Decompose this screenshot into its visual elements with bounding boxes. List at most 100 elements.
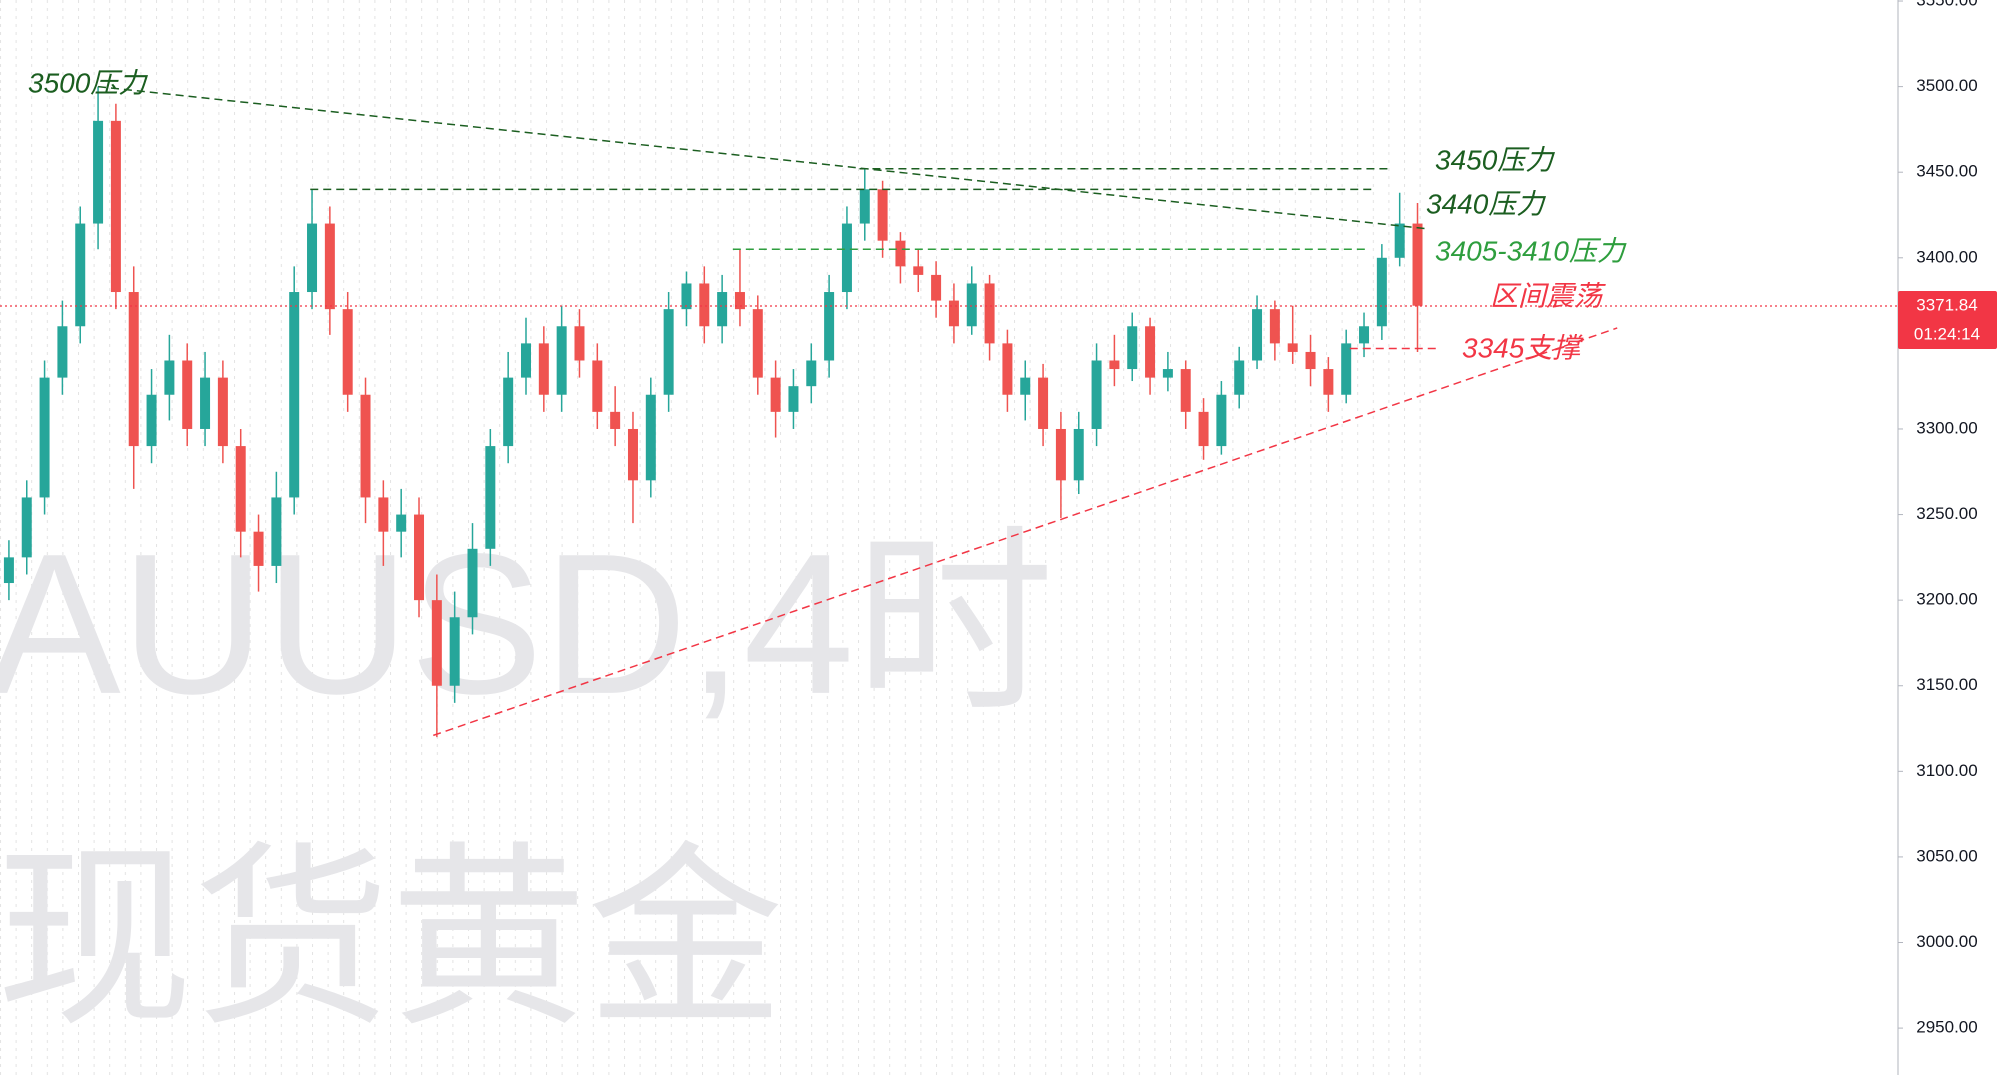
candle-body [21, 497, 32, 558]
candle-body [1198, 411, 1209, 447]
candle-body [1216, 394, 1227, 447]
candle-body [200, 377, 211, 429]
candle-body [1109, 360, 1120, 370]
y-tick-label: 3450.00 [1916, 162, 1977, 181]
candle-body [307, 223, 318, 293]
candle-body [1376, 257, 1387, 327]
candle-body [110, 120, 121, 293]
candle-body [324, 223, 335, 310]
candle-body [734, 292, 745, 310]
y-tick-label: 3000.00 [1916, 932, 1977, 951]
candle-body [1234, 360, 1245, 395]
candle-body [592, 360, 603, 412]
countdown-label: 01:24:14 [1914, 324, 1980, 343]
candle-body [841, 223, 852, 293]
candle-body [556, 326, 567, 395]
candle-body [289, 292, 300, 498]
candle-body [877, 189, 888, 241]
y-tick-label: 2950.00 [1916, 1018, 1977, 1037]
candle-body [271, 497, 282, 566]
candle-body [1145, 326, 1156, 378]
axis-background [1898, 0, 1997, 1075]
watermark-name: 现货黄金 [0, 829, 784, 1049]
annotation-label: 3450压力 [1435, 144, 1555, 175]
candle-body [1269, 309, 1280, 344]
y-tick-label: 3400.00 [1916, 247, 1977, 266]
candle-body [253, 531, 264, 566]
candle-body [342, 309, 353, 395]
candle-body [1020, 377, 1031, 395]
candle-body [378, 497, 389, 532]
candle-body [414, 514, 425, 601]
y-tick-label: 3300.00 [1916, 418, 1977, 437]
candle-body [1127, 326, 1138, 370]
candle-body [663, 309, 674, 395]
candle-body [1162, 369, 1173, 378]
candle-body [1412, 223, 1423, 306]
y-tick-label: 3500.00 [1916, 76, 1977, 95]
price-label: 3371.84 [1916, 295, 1977, 314]
candle-body [681, 283, 692, 310]
watermark-symbol: XAUUSD,4时 [0, 513, 1054, 736]
candle-body [520, 343, 531, 378]
y-tick-label: 3150.00 [1916, 675, 1977, 694]
y-tick-label: 3250.00 [1916, 504, 1977, 523]
candle-body [984, 283, 995, 344]
candle-body [895, 240, 906, 267]
y-tick-label: 3550.00 [1916, 0, 1977, 10]
candle-body [1091, 360, 1102, 429]
candle-body [503, 377, 514, 447]
candle-body [57, 326, 68, 378]
y-tick-label: 3200.00 [1916, 590, 1977, 609]
candle-body [164, 360, 175, 395]
candle-body [1073, 428, 1084, 481]
candle-body [235, 446, 246, 532]
candle-body [1341, 343, 1352, 395]
candle-body [75, 223, 86, 327]
candle-body [931, 274, 942, 301]
candle-body [1323, 369, 1334, 395]
annotation-label: 3345支撑 [1462, 332, 1584, 363]
candle-body [948, 300, 959, 327]
annotation-label: 3500压力 [28, 67, 148, 98]
candle-body [93, 120, 104, 224]
candle-body [360, 394, 371, 498]
candle-body [146, 394, 157, 447]
y-tick-label: 3050.00 [1916, 846, 1977, 865]
candle-body [699, 283, 710, 327]
annotation-label: 3440压力 [1426, 188, 1546, 219]
candle-body [824, 292, 835, 361]
candle-body [3, 557, 14, 584]
candle-body [449, 617, 460, 686]
candle-body [431, 600, 442, 686]
candle-body [1002, 343, 1013, 395]
candle-body [913, 266, 924, 275]
annotation-label: 3405-3410压力 [1435, 235, 1627, 266]
candle-body [770, 377, 781, 412]
candle-body [1055, 428, 1066, 481]
vertical-grid [0, 0, 1428, 1075]
candle-body [39, 377, 50, 498]
trend-line [433, 327, 1618, 737]
candle-body [859, 189, 870, 224]
price-axis: 2950.00 3000.00 3050.00 3100.00 3150.00 3200.… [1897, 0, 1997, 1075]
candle-body [574, 326, 585, 361]
candle-body [752, 309, 763, 378]
candle-body [1287, 343, 1298, 352]
candle-body [1180, 369, 1191, 412]
candle-body [1394, 223, 1405, 258]
candle-body [182, 360, 193, 429]
candle-body [467, 548, 478, 618]
candle-body [788, 386, 799, 412]
price-box [1898, 290, 1997, 349]
candle-body [717, 292, 728, 327]
candle-body [396, 514, 407, 532]
candle-body [627, 428, 638, 481]
candle-body [1305, 351, 1316, 370]
candle-body [485, 446, 496, 549]
candle-body [217, 377, 228, 447]
candle-body [1359, 326, 1370, 344]
